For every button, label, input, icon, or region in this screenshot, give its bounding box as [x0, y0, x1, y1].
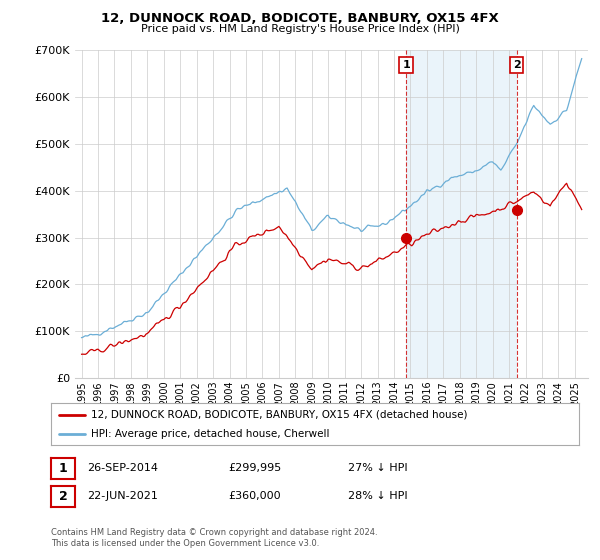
Text: Contains HM Land Registry data © Crown copyright and database right 2024.
This d: Contains HM Land Registry data © Crown c…	[51, 528, 377, 548]
Text: 2: 2	[59, 489, 67, 503]
Text: £299,995: £299,995	[228, 463, 281, 473]
Text: 12, DUNNOCK ROAD, BODICOTE, BANBURY, OX15 4FX: 12, DUNNOCK ROAD, BODICOTE, BANBURY, OX1…	[101, 12, 499, 25]
Text: 22-JUN-2021: 22-JUN-2021	[87, 491, 158, 501]
Text: HPI: Average price, detached house, Cherwell: HPI: Average price, detached house, Cher…	[91, 429, 329, 439]
Text: 26-SEP-2014: 26-SEP-2014	[87, 463, 158, 473]
Text: 27% ↓ HPI: 27% ↓ HPI	[348, 463, 407, 473]
Text: 1: 1	[402, 60, 410, 70]
Text: 1: 1	[59, 461, 67, 475]
Text: 12, DUNNOCK ROAD, BODICOTE, BANBURY, OX15 4FX (detached house): 12, DUNNOCK ROAD, BODICOTE, BANBURY, OX1…	[91, 409, 467, 419]
Bar	[406, 50, 517, 378]
Text: Price paid vs. HM Land Registry's House Price Index (HPI): Price paid vs. HM Land Registry's House …	[140, 24, 460, 34]
Text: 2: 2	[513, 60, 521, 70]
Text: £360,000: £360,000	[228, 491, 281, 501]
Text: 28% ↓ HPI: 28% ↓ HPI	[348, 491, 407, 501]
